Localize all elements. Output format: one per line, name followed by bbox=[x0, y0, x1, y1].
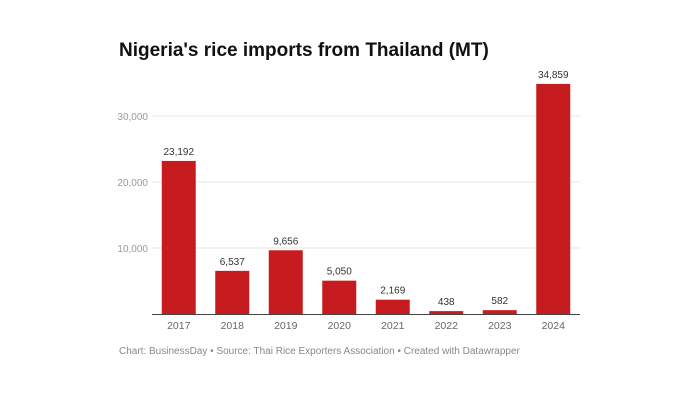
bar-2020 bbox=[322, 280, 357, 314]
data-label: 2,169 bbox=[380, 286, 405, 297]
chart-footer: Chart: BusinessDay • Source: Thai Rice E… bbox=[119, 346, 520, 357]
y-tick-label: 20,000 bbox=[117, 178, 148, 189]
x-tick-label: 2023 bbox=[488, 320, 512, 332]
y-tick-label: 10,000 bbox=[117, 244, 148, 255]
x-tick-label: 2024 bbox=[542, 320, 566, 332]
data-label: 6,537 bbox=[220, 257, 245, 268]
data-label: 582 bbox=[491, 296, 508, 307]
data-label: 438 bbox=[438, 297, 455, 308]
x-tick-label: 2018 bbox=[221, 320, 245, 332]
bar-2021 bbox=[375, 299, 410, 314]
x-tick-label: 2017 bbox=[167, 320, 191, 332]
x-tick-label: 2020 bbox=[328, 320, 352, 332]
data-label: 34,859 bbox=[538, 70, 569, 81]
bar-2018 bbox=[215, 270, 250, 314]
chart-title: Nigeria's rice imports from Thailand (MT… bbox=[119, 40, 489, 61]
bar-2022 bbox=[429, 311, 464, 314]
x-tick-label: 2019 bbox=[274, 320, 298, 332]
data-label: 23,192 bbox=[163, 147, 194, 158]
x-tick-label: 2022 bbox=[435, 320, 459, 332]
x-tick-label: 2021 bbox=[381, 320, 405, 332]
data-label: 9,656 bbox=[273, 236, 298, 247]
data-label: 5,050 bbox=[327, 267, 352, 278]
bar-2023 bbox=[482, 310, 517, 314]
bar-2017 bbox=[161, 160, 196, 314]
bar-2019 bbox=[268, 250, 303, 314]
y-tick-label: 30,000 bbox=[117, 112, 148, 123]
bar-2024 bbox=[536, 83, 571, 314]
